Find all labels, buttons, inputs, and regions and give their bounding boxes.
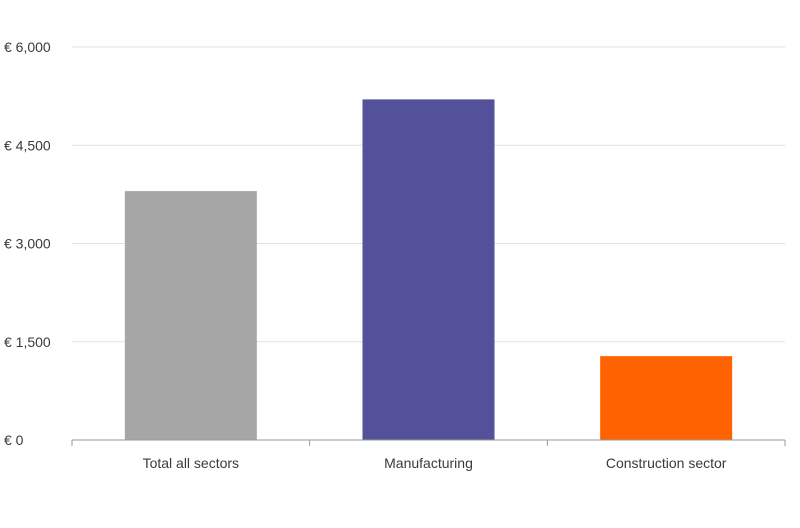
x-axis-tick-labels: Total all sectors Manufacturing Constructi… [143,455,727,471]
y-tick-label: € 4,500 [4,137,51,153]
bars [124,99,733,441]
bar-manufacturing [362,99,495,441]
y-tick-label: € 1,500 [4,334,51,350]
y-tick-label: € 6,000 [4,39,51,55]
y-tick-label: € 3,000 [4,236,51,252]
x-tick-label: Construction sector [606,455,727,471]
x-tick-label: Total all sectors [143,455,239,471]
y-tick-label: € 0 [4,432,24,448]
y-axis-tick-labels: € 0 € 1,500 € 3,000 € 4,500 € 6,000 [4,39,51,448]
bar-total-all-sectors [124,191,257,440]
x-axis [71,439,786,446]
bar-construction-sector [600,356,733,440]
x-tick-label: Manufacturing [384,455,473,471]
